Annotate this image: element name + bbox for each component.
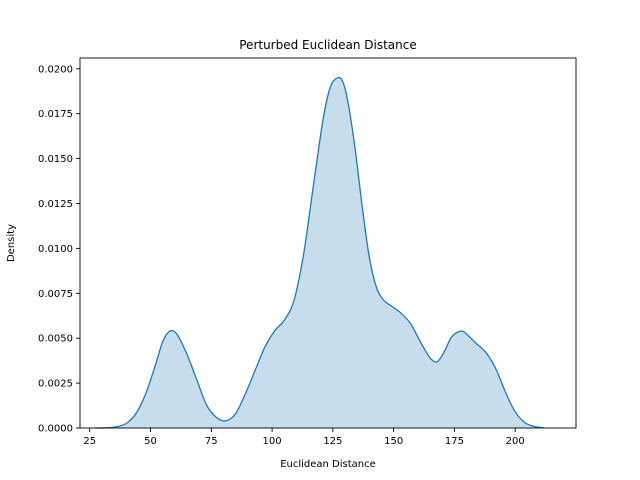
y-tick-label: 0.0175 bbox=[38, 109, 73, 120]
plot-frame bbox=[79, 57, 577, 429]
x-tick-label: 150 bbox=[384, 436, 403, 447]
x-tick-label: 125 bbox=[323, 436, 342, 447]
chart-title: Perturbed Euclidean Distance bbox=[239, 38, 417, 52]
density-curve-line bbox=[94, 76, 545, 429]
y-axis: 0.0000 0.0025 0.0050 0.0075 0.0100 0.0125 0.01… bbox=[38, 64, 80, 435]
plot-area bbox=[79, 57, 577, 429]
x-tick-label: 75 bbox=[205, 436, 218, 447]
x-tick-label: 50 bbox=[144, 436, 157, 447]
density-area-fill bbox=[94, 77, 545, 429]
y-tick-label: 0.0200 bbox=[38, 64, 73, 75]
y-tick-label: 0.0125 bbox=[38, 199, 73, 210]
x-axis-label: Euclidean Distance bbox=[280, 459, 376, 470]
y-tick-label: 0.0150 bbox=[38, 154, 73, 165]
x-tick-label: 100 bbox=[263, 436, 282, 447]
y-tick-label: 0.0000 bbox=[38, 424, 73, 435]
y-tick-label: 0.0075 bbox=[38, 289, 73, 300]
x-tick-label: 200 bbox=[506, 436, 525, 447]
x-tick-label: 175 bbox=[445, 436, 464, 447]
x-axis: 25 50 75 100 125 150 175 200 bbox=[83, 428, 525, 447]
x-tick-label: 25 bbox=[83, 436, 96, 447]
y-axis-label: Density bbox=[6, 224, 17, 262]
y-tick-label: 0.0025 bbox=[38, 379, 73, 390]
y-tick-label: 0.0100 bbox=[38, 244, 73, 255]
y-tick-label: 0.0050 bbox=[38, 334, 73, 345]
